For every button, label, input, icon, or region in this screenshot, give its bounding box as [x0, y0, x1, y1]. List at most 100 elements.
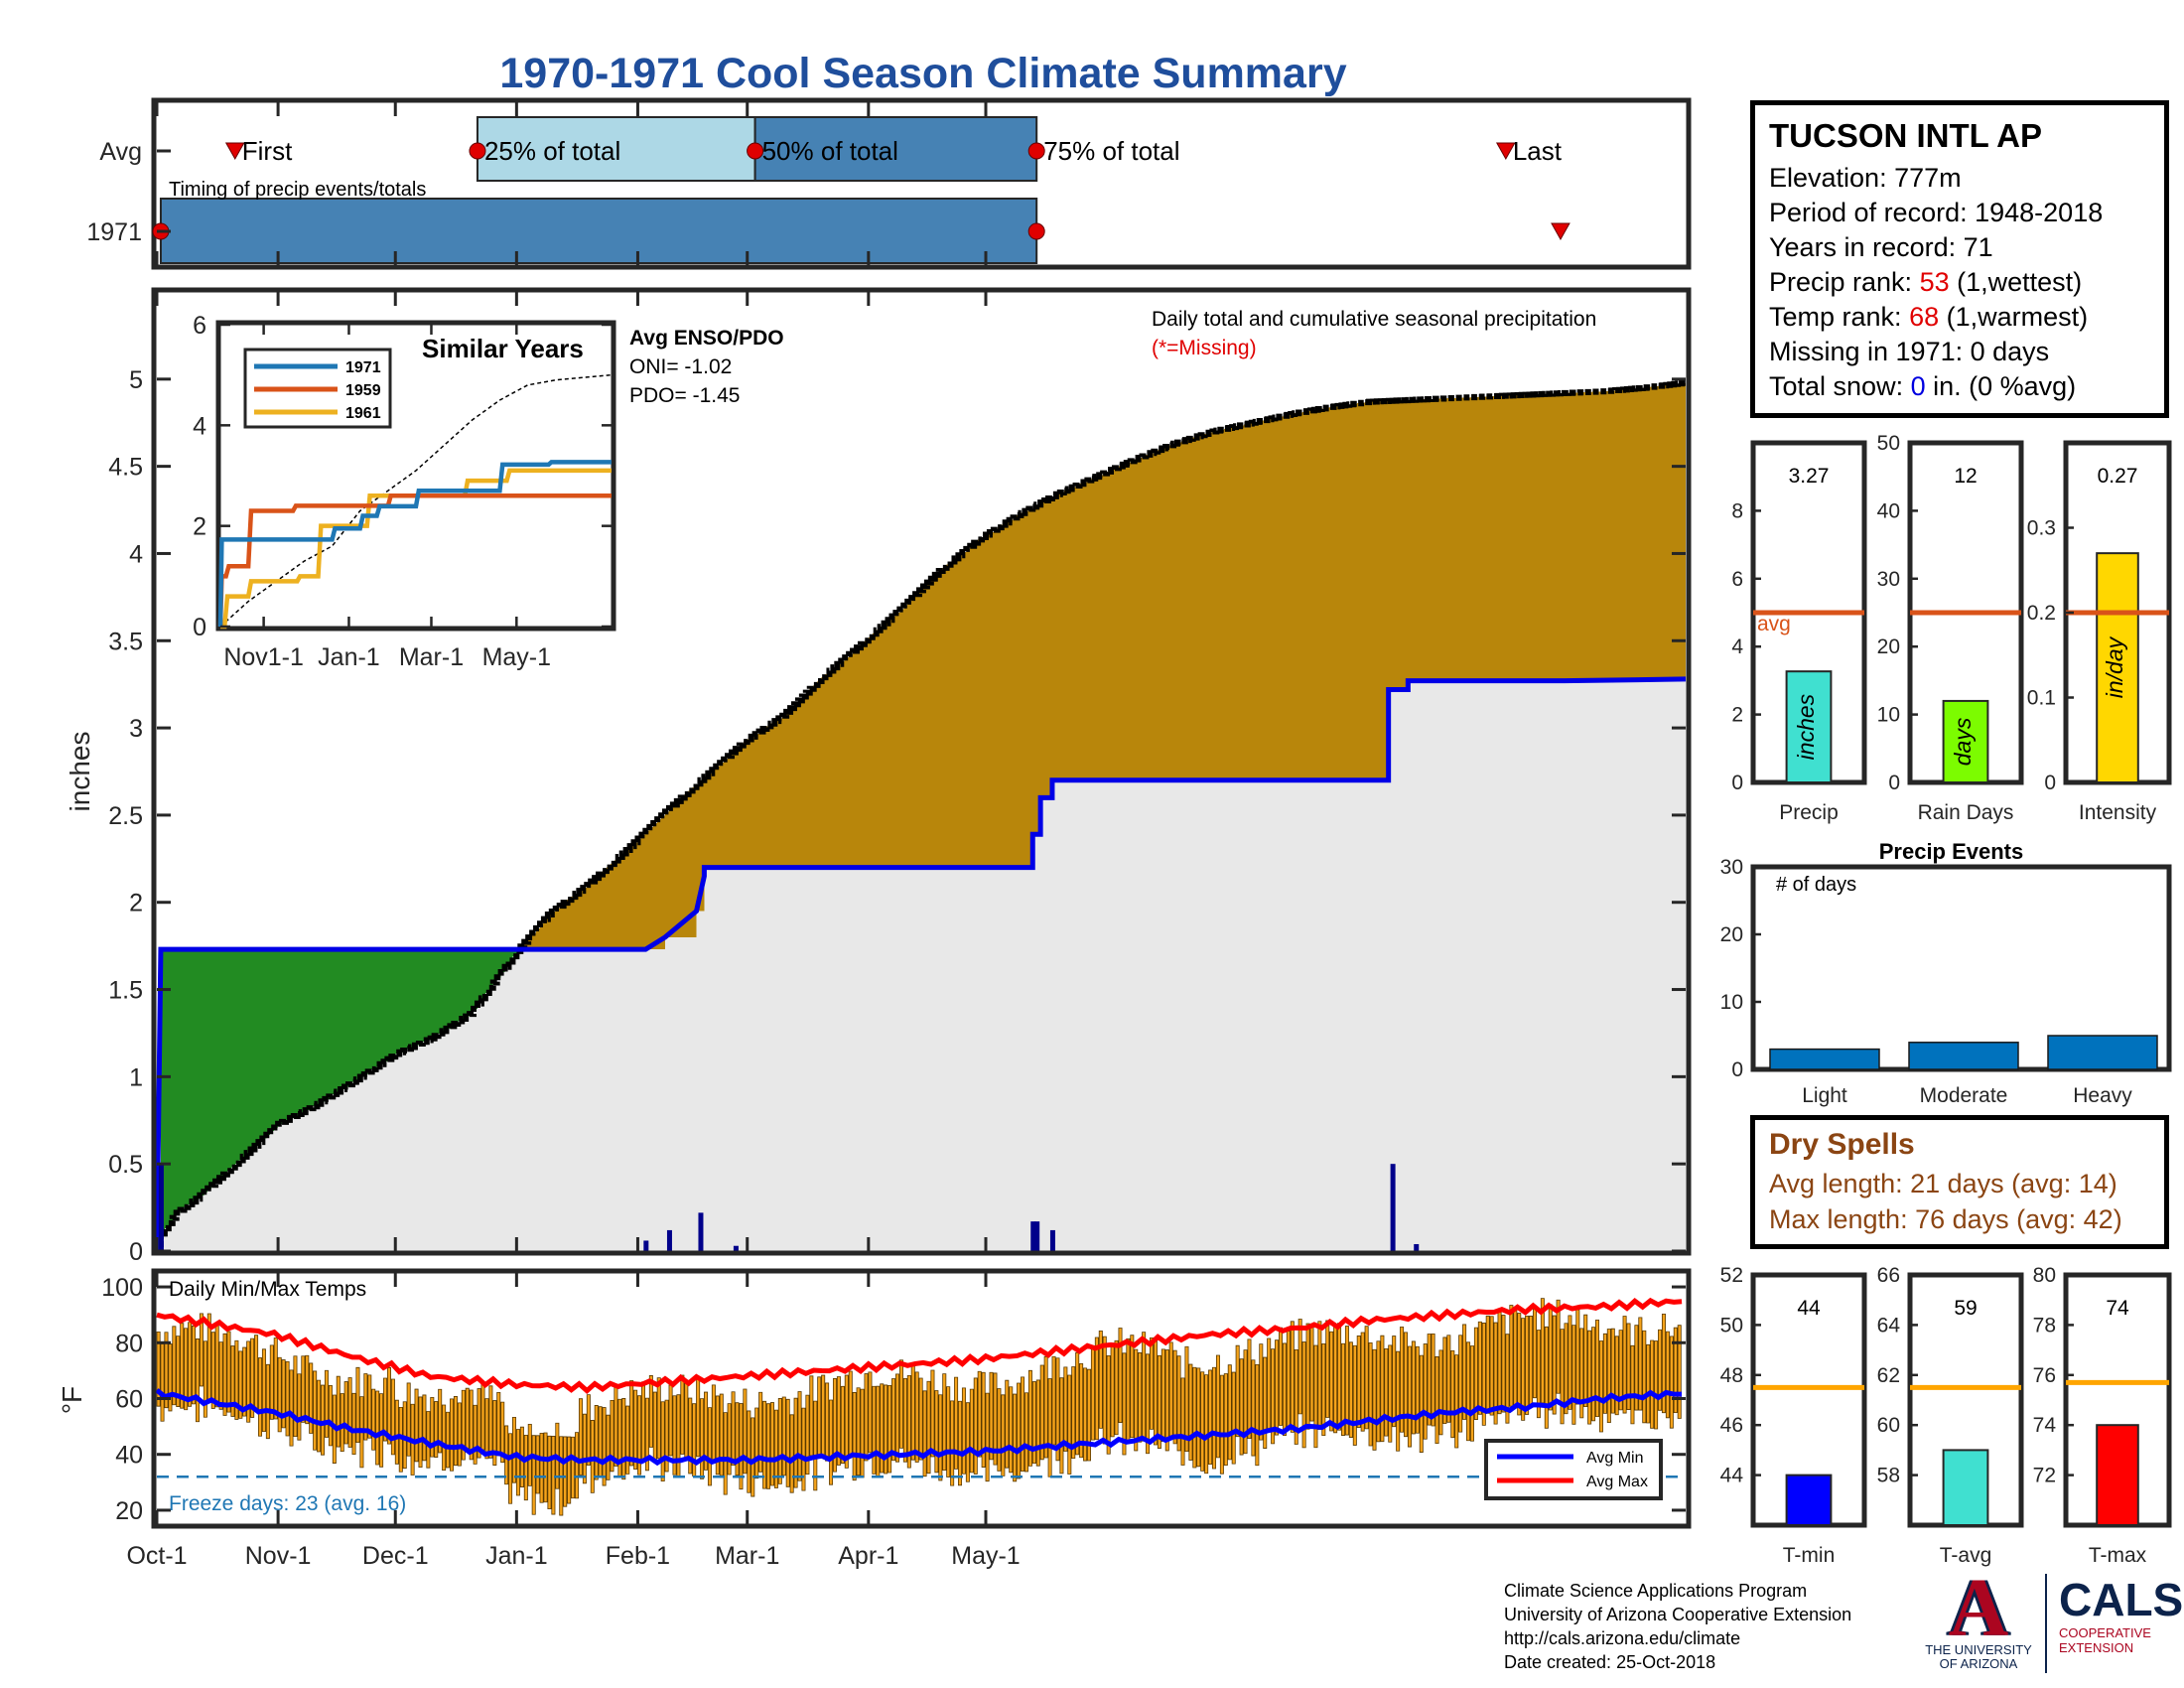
summary-value-label: 0.27 [2098, 465, 2138, 488]
precip-chart-title: Daily total and cumulative seasonal prec… [1152, 308, 1596, 331]
inset-y-tick-label: 2 [193, 513, 206, 541]
dry-spells-title: Dry Spells [1769, 1128, 1915, 1161]
precip-y-axis-label: inches [65, 732, 95, 812]
summary-y-tick-label: 2 [1731, 704, 1743, 727]
summary-y-tick-label: 0 [2044, 772, 2056, 794]
avg-timing-marker [747, 142, 764, 160]
events-y-tick-label: 20 [1720, 923, 1743, 946]
temp-rank-value: 68 [1909, 302, 1940, 332]
timing-row-label: 1971 [86, 218, 142, 246]
avg-timing-label: First [242, 136, 293, 166]
summary-y-tick-label: 80 [2033, 1264, 2056, 1287]
observed-cumulative-line [154, 676, 1687, 1252]
freeze-days-label: Freeze days: 23 (avg. 16) [169, 1492, 406, 1515]
timing-panel: First 25% of total 50% of total 75% of tota… [86, 97, 1692, 270]
inset-avg-line [219, 373, 613, 628]
y-tick-label: 1.5 [108, 977, 143, 1005]
summary-bar [1942, 1449, 1989, 1527]
avg-timing-span [476, 116, 756, 182]
avg-timing-marker [469, 142, 486, 160]
summary-y-tick-label: 50 [1877, 432, 1900, 455]
precip-rank-suffix: (1,wettest) [1949, 267, 2083, 297]
events-category-label: Moderate [1920, 1084, 2008, 1107]
events-category-label: Light [1802, 1084, 1847, 1107]
summary-category-label: T-avg [1940, 1544, 1992, 1567]
summary-y-tick-label: 44 [1720, 1465, 1744, 1487]
summary-y-tick-label: 4 [1731, 635, 1743, 658]
snow-value: 0 [1910, 371, 1926, 401]
temp-rank-prefix: Temp rank: [1769, 302, 1910, 332]
cals-line1: COOPERATIVE [2059, 1625, 2151, 1640]
events-bar [1769, 1048, 1880, 1070]
events-y-tick-label: 30 [1720, 856, 1743, 879]
temp-summary-charts: 44 46 48 50 52 44 T-min 58 60 62 64 66 59 T-avg 72 74 76… [1720, 1264, 2172, 1567]
summary-unit-label: days [1950, 717, 1976, 766]
enso-title: Avg ENSO/PDO [629, 327, 784, 350]
precip-summary-charts: 0 2 4 6 8 3.27 Precip inches avg 0 10 20 30 40 50 12 Rai… [1731, 432, 2172, 824]
daily-precip-bar [643, 1240, 649, 1251]
summary-bar [1942, 699, 1989, 783]
station-missing: Missing in 1971: 0 days [1769, 337, 2050, 366]
daily-precip-bar [1049, 1229, 1055, 1251]
temp-y-axis-label: °F [57, 1386, 87, 1414]
university-of-arizona-logo: A THE UNIVERSITY OF ARIZONA [1914, 1567, 2043, 1673]
summary-value-label: 44 [1797, 1297, 1821, 1320]
timing-caption: Timing of precip events/totals [169, 179, 426, 201]
summary-value-label: 3.27 [1789, 465, 1830, 488]
summary-y-tick-label: 72 [2033, 1465, 2056, 1487]
summary-panel-t-min: 44 46 48 50 52 44 T-min [1720, 1264, 1867, 1567]
footer-university: University of Arizona Cooperative Extens… [1504, 1605, 1852, 1624]
events-category-label: Heavy [2073, 1084, 2132, 1107]
daily-precip-bar [698, 1212, 704, 1251]
inset-series-1961 [220, 468, 612, 630]
summary-y-tick-label: 66 [1877, 1264, 1900, 1287]
precip-rank-prefix: Precip rank: [1769, 267, 1920, 297]
inset-series-1971 [217, 460, 612, 628]
cals-line2: EXTENSION [2059, 1640, 2134, 1655]
avg-timing-marker [224, 142, 245, 161]
observed-timing-marker [1551, 222, 1570, 241]
legend-avg-min-label: Avg Min [1586, 1450, 1644, 1467]
summary-y-tick-label: 0.2 [2027, 602, 2056, 625]
avg-timing-label: 25% of total [484, 136, 620, 166]
pdo-value: PDO= -1.45 [629, 384, 740, 407]
inset-legend-label: 1959 [345, 382, 381, 399]
summary-panel-rain-days: 0 10 20 30 40 50 12 Rain Days days [1877, 432, 2024, 824]
inset-x-tick-label: Nov1-1 [223, 643, 304, 671]
summary-panel-t-avg: 58 60 62 64 66 59 T-avg [1877, 1264, 2024, 1567]
similar-years-inset: 0 2 4 6 Nov1-1 Jan-1 Mar-1 May-1 1971 1959 1961 Si… [193, 312, 784, 671]
summary-value-label: 74 [2106, 1297, 2129, 1320]
summary-y-tick-label: 0.1 [2027, 687, 2056, 710]
temp-y-tick-label: 20 [115, 1497, 143, 1525]
summary-y-tick-label: 6 [1731, 568, 1743, 591]
daily-precip-bar [158, 1164, 164, 1251]
temp-x-tick-label: Feb-1 [606, 1542, 670, 1570]
footer-program: Climate Science Applications Program [1504, 1581, 1808, 1601]
snow-suffix: in. (0 %avg) [1925, 371, 2077, 401]
avg-max-line [156, 1297, 1683, 1394]
inset-title: Similar Years [422, 334, 584, 363]
summary-y-tick-label: 62 [1877, 1364, 1900, 1387]
events-bar [1908, 1042, 2019, 1070]
avg-timing-marker [1495, 142, 1516, 161]
precip-missing-note: (*=Missing) [1152, 337, 1257, 359]
temp-legend: Avg Min Avg Max [1484, 1439, 1663, 1500]
summary-panel-t-max: 72 74 76 78 80 74 T-max [2033, 1264, 2172, 1567]
station-name: TUCSON INTL AP [1769, 117, 2043, 154]
legend-avg-max-label: Avg Max [1586, 1474, 1648, 1490]
y-tick-label: 2.5 [108, 802, 143, 830]
timing-content: First 25% of total 50% of total 75% of tota… [86, 102, 1570, 265]
summary-y-tick-label: 64 [1877, 1314, 1901, 1336]
inset-content: 0 2 4 6 Nov1-1 Jan-1 Mar-1 May-1 1971 1959 1961 [193, 312, 613, 671]
temp-x-tick-label: May-1 [951, 1542, 1020, 1570]
station-info-box: TUCSON INTL AP Elevation: 777m Period of… [1750, 100, 2169, 418]
dry-spells-box: Dry Spells Avg length: 21 days (avg: 14)… [1750, 1115, 2169, 1249]
inset-y-tick-label: 6 [193, 312, 206, 340]
summary-category-label: T-max [2089, 1544, 2147, 1567]
daily-precip-bar [666, 1229, 672, 1251]
temp-x-tick-label: Mar-1 [715, 1542, 779, 1570]
summary-y-tick-label: 40 [1877, 499, 1900, 522]
summary-y-tick-label: 8 [1731, 499, 1743, 522]
temp-chart-title: Daily Min/Max Temps [169, 1278, 366, 1301]
